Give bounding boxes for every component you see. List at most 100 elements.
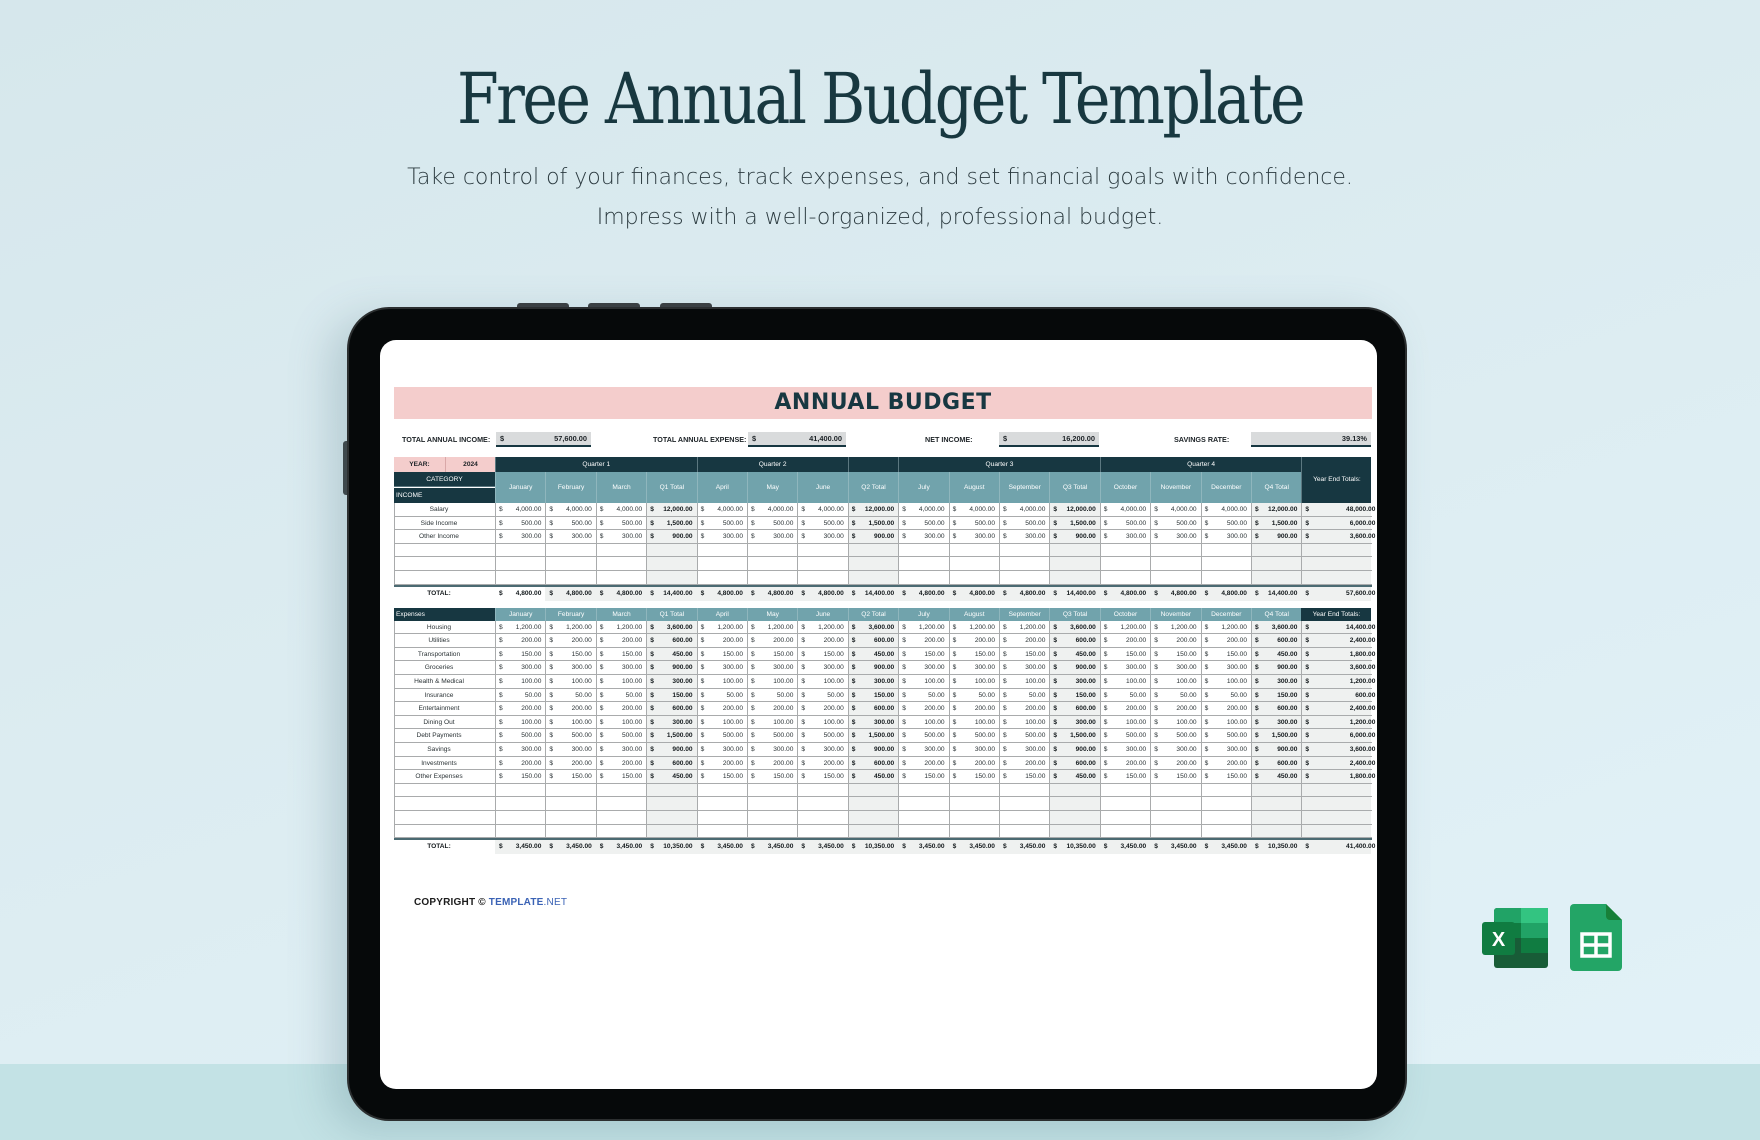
expense-cell[interactable]: $450.00: [1251, 647, 1301, 662]
brand-link[interactable]: TEMPLATE.NET: [489, 897, 567, 908]
income-total-cell[interactable]: $14,400.00: [1049, 586, 1099, 601]
expense-cell[interactable]: $600.00: [848, 701, 898, 716]
expense-cell[interactable]: $3,600.00: [1251, 620, 1301, 635]
income-cell[interactable]: $12,000.00: [646, 502, 696, 517]
expense-year-total[interactable]: $3,600.00: [1301, 660, 1377, 675]
expense-cell[interactable]: $300.00: [747, 660, 797, 675]
expense-cell[interactable]: $150.00: [1201, 647, 1251, 662]
income-total-cell[interactable]: $4,800.00: [495, 586, 545, 601]
expense-total-cell[interactable]: $3,450.00: [898, 839, 948, 854]
expense-cell[interactable]: $200.00: [1100, 756, 1150, 771]
expense-total-cell[interactable]: $3,450.00: [1100, 839, 1150, 854]
expense-cell[interactable]: $1,200.00: [1150, 620, 1200, 635]
expense-cell[interactable]: $300.00: [949, 660, 999, 675]
expense-cell[interactable]: $900.00: [646, 660, 696, 675]
expense-cell[interactable]: $300.00: [1251, 715, 1301, 730]
income-total-cell[interactable]: $4,800.00: [797, 586, 847, 601]
income-year-grand-total[interactable]: $57,600.00: [1301, 586, 1377, 601]
expense-cell[interactable]: $300.00: [1251, 674, 1301, 689]
expense-total-cell[interactable]: $3,450.00: [596, 839, 646, 854]
expense-cell[interactable]: $500.00: [545, 728, 595, 743]
income-cell[interactable]: $900.00: [1049, 529, 1099, 544]
expense-cell[interactable]: $150.00: [1049, 688, 1099, 703]
expense-cell[interactable]: $900.00: [1049, 742, 1099, 757]
expense-year-total[interactable]: $1,800.00: [1301, 769, 1377, 784]
expense-cell[interactable]: $150.00: [797, 769, 847, 784]
expense-cell[interactable]: $600.00: [1251, 756, 1301, 771]
expense-cell[interactable]: $200.00: [949, 701, 999, 716]
expense-cell[interactable]: $200.00: [545, 756, 595, 771]
expense-cell[interactable]: $1,200.00: [1100, 620, 1150, 635]
expense-cell[interactable]: $150.00: [1150, 647, 1200, 662]
expense-cell[interactable]: $100.00: [495, 674, 545, 689]
expense-cell[interactable]: $300.00: [949, 742, 999, 757]
income-cell[interactable]: $300.00: [1150, 529, 1200, 544]
income-cell[interactable]: $900.00: [848, 529, 898, 544]
expense-total-cell[interactable]: $10,350.00: [646, 839, 696, 854]
expense-cell[interactable]: $200.00: [1100, 633, 1150, 648]
expense-cell[interactable]: $300.00: [848, 674, 898, 689]
expense-cell[interactable]: $200.00: [697, 756, 747, 771]
expense-cell[interactable]: $300.00: [1150, 660, 1200, 675]
expense-cell[interactable]: $1,200.00: [1201, 620, 1251, 635]
income-total-cell[interactable]: $4,800.00: [1100, 586, 1150, 601]
expense-cell[interactable]: $200.00: [797, 756, 847, 771]
expense-cell[interactable]: $100.00: [596, 674, 646, 689]
income-cell[interactable]: $4,000.00: [1150, 502, 1200, 517]
income-cell[interactable]: $1,500.00: [1049, 516, 1099, 531]
expense-cell[interactable]: $900.00: [848, 742, 898, 757]
income-cell[interactable]: $4,000.00: [697, 502, 747, 517]
expense-cell[interactable]: $300.00: [1100, 742, 1150, 757]
expense-total-cell[interactable]: $3,450.00: [495, 839, 545, 854]
expense-cell[interactable]: $100.00: [1100, 715, 1150, 730]
expense-cell[interactable]: $200.00: [999, 633, 1049, 648]
income-cell[interactable]: $500.00: [949, 516, 999, 531]
expense-cell[interactable]: $1,200.00: [999, 620, 1049, 635]
expense-cell[interactable]: $500.00: [1201, 728, 1251, 743]
expense-total-cell[interactable]: $3,450.00: [949, 839, 999, 854]
expense-cell[interactable]: $100.00: [1150, 674, 1200, 689]
expense-year-total[interactable]: $2,400.00: [1301, 633, 1377, 648]
income-total-cell[interactable]: $4,800.00: [697, 586, 747, 601]
expense-cell[interactable]: $3,600.00: [1049, 620, 1099, 635]
expense-cell[interactable]: $100.00: [898, 715, 948, 730]
income-cell[interactable]: $4,000.00: [898, 502, 948, 517]
expense-year-total[interactable]: $3,600.00: [1301, 742, 1377, 757]
expense-cell[interactable]: $100.00: [949, 674, 999, 689]
expense-cell[interactable]: $200.00: [797, 701, 847, 716]
expense-cell[interactable]: $200.00: [898, 633, 948, 648]
income-cell[interactable]: $500.00: [545, 516, 595, 531]
expense-cell[interactable]: $150.00: [697, 769, 747, 784]
expense-cell[interactable]: $150.00: [545, 647, 595, 662]
expense-cell[interactable]: $300.00: [545, 742, 595, 757]
expense-cell[interactable]: $100.00: [999, 674, 1049, 689]
income-cell[interactable]: $300.00: [697, 529, 747, 544]
income-cell[interactable]: $300.00: [949, 529, 999, 544]
income-cell[interactable]: $500.00: [898, 516, 948, 531]
income-cell[interactable]: $300.00: [898, 529, 948, 544]
expense-total-cell[interactable]: $10,350.00: [848, 839, 898, 854]
expense-cell[interactable]: $1,500.00: [848, 728, 898, 743]
expense-cell[interactable]: $150.00: [1100, 647, 1150, 662]
expense-total-cell[interactable]: $10,350.00: [1049, 839, 1099, 854]
expense-total-cell[interactable]: $3,450.00: [747, 839, 797, 854]
expense-cell[interactable]: $300.00: [596, 660, 646, 675]
net-income-field[interactable]: $ 16,200.00: [999, 432, 1099, 447]
expense-cell[interactable]: $50.00: [1100, 688, 1150, 703]
expense-cell[interactable]: $100.00: [596, 715, 646, 730]
income-cell[interactable]: $300.00: [495, 529, 545, 544]
expense-cell[interactable]: $150.00: [495, 647, 545, 662]
expense-cell[interactable]: $150.00: [545, 769, 595, 784]
expense-cell[interactable]: $900.00: [848, 660, 898, 675]
expense-cell[interactable]: $600.00: [1049, 756, 1099, 771]
expense-cell[interactable]: $500.00: [999, 728, 1049, 743]
expense-cell[interactable]: $600.00: [1049, 701, 1099, 716]
savings-rate-field[interactable]: 39.13%: [1251, 432, 1371, 447]
expense-cell[interactable]: $450.00: [1251, 769, 1301, 784]
income-total-cell[interactable]: $4,800.00: [898, 586, 948, 601]
expense-cell[interactable]: $300.00: [898, 660, 948, 675]
expense-cell[interactable]: $500.00: [697, 728, 747, 743]
expense-year-total[interactable]: $1,200.00: [1301, 674, 1377, 689]
total-expense-field[interactable]: $ 41,400.00: [748, 432, 846, 447]
expense-cell[interactable]: $200.00: [495, 633, 545, 648]
